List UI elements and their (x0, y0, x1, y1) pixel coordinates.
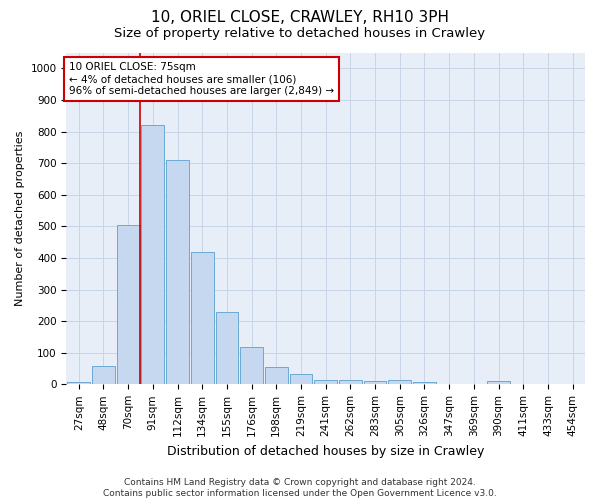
Bar (142, 125, 164, 384)
Bar (117, 224, 140, 384)
Bar (240, 348, 263, 385)
Text: 10 ORIEL CLOSE: 75sqm
← 4% of detached houses are smaller (106)
96% of semi-deta: 10 ORIEL CLOSE: 75sqm ← 4% of detached h… (69, 62, 334, 96)
Text: Contains HM Land Registry data © Crown copyright and database right 2024.
Contai: Contains HM Land Registry data © Crown c… (103, 478, 497, 498)
Bar (215, 312, 238, 384)
Bar (290, 374, 313, 384)
Y-axis label: Number of detached properties: Number of detached properties (15, 130, 25, 306)
Bar (487, 381, 510, 384)
Text: 10, ORIEL CLOSE, CRAWLEY, RH10 3PH: 10, ORIEL CLOSE, CRAWLEY, RH10 3PH (151, 10, 449, 25)
Bar (364, 381, 386, 384)
Bar (67, 382, 90, 384)
X-axis label: Distribution of detached houses by size in Crawley: Distribution of detached houses by size … (167, 444, 484, 458)
Bar (413, 382, 436, 384)
Bar (265, 367, 287, 384)
Text: Size of property relative to detached houses in Crawley: Size of property relative to detached ho… (115, 28, 485, 40)
Bar (388, 380, 411, 384)
Bar (166, 160, 189, 384)
Bar (92, 366, 115, 384)
Bar (314, 380, 337, 384)
Bar (191, 252, 214, 384)
Bar (339, 380, 362, 384)
